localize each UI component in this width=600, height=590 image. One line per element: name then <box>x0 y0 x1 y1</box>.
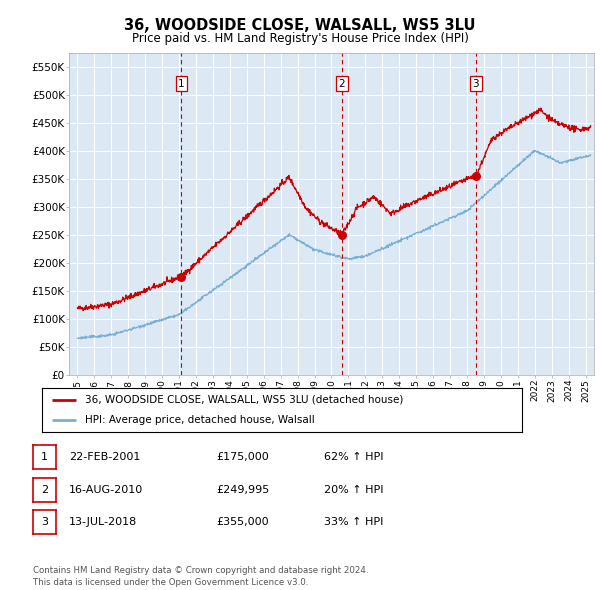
Text: 13-JUL-2018: 13-JUL-2018 <box>69 517 137 527</box>
Text: £175,000: £175,000 <box>216 453 269 462</box>
Text: 22-FEB-2001: 22-FEB-2001 <box>69 453 140 462</box>
Text: 3: 3 <box>41 517 48 527</box>
Text: 33% ↑ HPI: 33% ↑ HPI <box>324 517 383 527</box>
Text: 16-AUG-2010: 16-AUG-2010 <box>69 485 143 494</box>
Text: Contains HM Land Registry data © Crown copyright and database right 2024.
This d: Contains HM Land Registry data © Crown c… <box>33 566 368 587</box>
Point <box>176 272 186 281</box>
Point <box>471 172 481 181</box>
Text: 20% ↑ HPI: 20% ↑ HPI <box>324 485 383 494</box>
Text: 1: 1 <box>178 79 185 89</box>
Text: 1: 1 <box>41 453 48 462</box>
Point <box>337 230 347 240</box>
Text: £355,000: £355,000 <box>216 517 269 527</box>
Text: HPI: Average price, detached house, Walsall: HPI: Average price, detached house, Wals… <box>85 415 315 425</box>
Text: £249,995: £249,995 <box>216 485 269 494</box>
Text: 2: 2 <box>41 485 48 494</box>
Text: 36, WOODSIDE CLOSE, WALSALL, WS5 3LU (detached house): 36, WOODSIDE CLOSE, WALSALL, WS5 3LU (de… <box>85 395 404 405</box>
Text: 62% ↑ HPI: 62% ↑ HPI <box>324 453 383 462</box>
Text: 3: 3 <box>473 79 479 89</box>
Text: 36, WOODSIDE CLOSE, WALSALL, WS5 3LU: 36, WOODSIDE CLOSE, WALSALL, WS5 3LU <box>124 18 476 33</box>
Text: Price paid vs. HM Land Registry's House Price Index (HPI): Price paid vs. HM Land Registry's House … <box>131 32 469 45</box>
Text: 2: 2 <box>338 79 346 89</box>
